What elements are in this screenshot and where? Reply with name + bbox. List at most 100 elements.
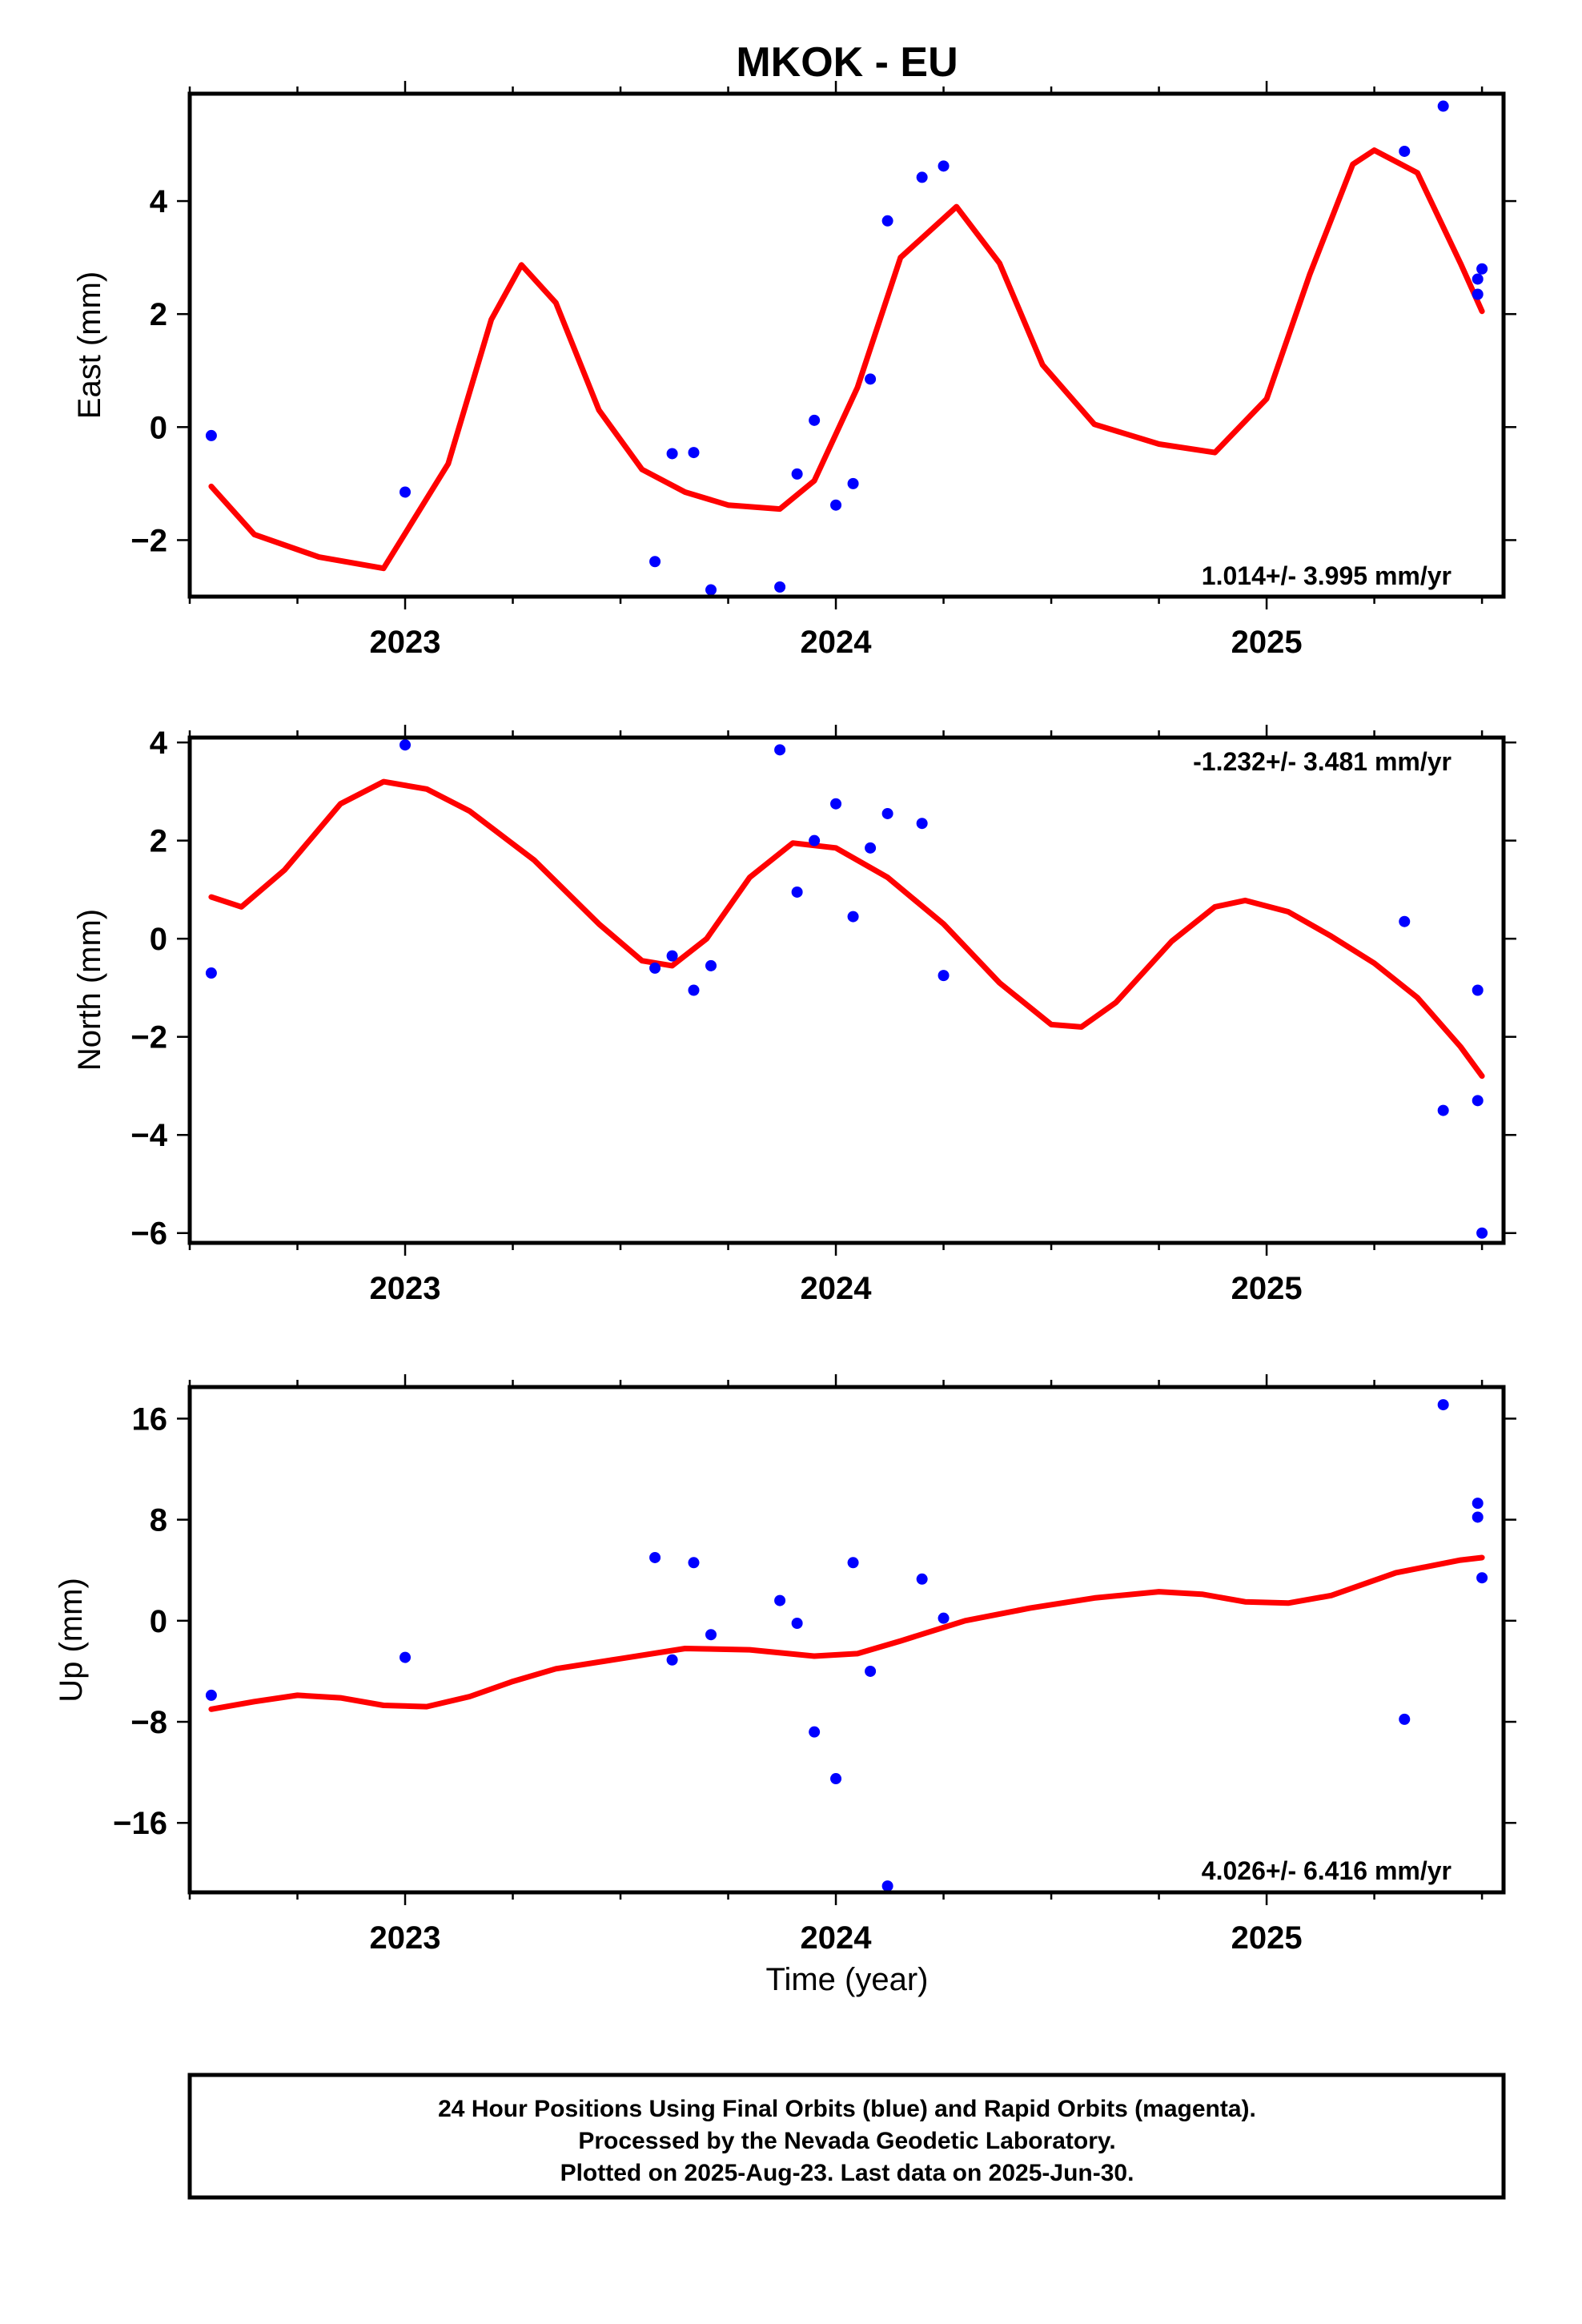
footer-line-3: Plotted on 2025-Aug-23. Last data on 202…	[560, 2160, 1134, 2186]
data-point	[938, 160, 950, 172]
east-y-axis-label: East (mm)	[72, 271, 107, 419]
x-tick-label: 2023	[370, 625, 441, 660]
data-point	[1476, 1572, 1488, 1584]
y-tick-label: 4	[150, 726, 168, 761]
north-y-tick-labels: −6 −4 −2 0 2 4	[130, 726, 167, 1252]
data-point	[791, 1617, 803, 1629]
up-ticks	[177, 1374, 1516, 1905]
east-data-points	[205, 100, 1488, 596]
up-rate-label: 4.026+/- 6.416 mm/yr	[1202, 1856, 1452, 1885]
data-point	[1437, 1104, 1449, 1116]
up-y-axis-label: Up (mm)	[54, 1578, 89, 1703]
data-point	[649, 962, 661, 974]
data-point	[774, 1594, 786, 1606]
data-point	[916, 818, 928, 830]
data-point	[791, 886, 803, 898]
x-tick-label: 2025	[1231, 625, 1303, 660]
data-point	[865, 842, 877, 854]
x-tick-label: 2024	[801, 1271, 873, 1306]
data-point	[649, 1551, 661, 1563]
data-point	[830, 499, 842, 511]
data-point	[881, 215, 893, 227]
y-tick-label: −8	[130, 1705, 167, 1740]
data-point	[666, 1654, 678, 1666]
up-plot-frame	[187, 1385, 1506, 1895]
up-fit-line	[208, 1554, 1485, 1712]
north-rate-label: -1.232+/- 3.481 mm/yr	[1193, 747, 1452, 776]
data-point	[400, 1651, 412, 1663]
x-tick-label: 2023	[370, 1271, 441, 1306]
x-tick-label: 2025	[1231, 1271, 1303, 1306]
y-tick-label: −2	[130, 1020, 167, 1055]
up-data-points	[205, 1399, 1488, 1892]
data-point	[774, 581, 786, 593]
y-tick-label: 16	[132, 1401, 168, 1437]
data-point	[938, 1612, 950, 1624]
chart-title: MKOK - EU	[736, 39, 958, 86]
data-point	[774, 744, 786, 756]
east-plot-frame	[187, 91, 1506, 599]
y-tick-label: 8	[150, 1503, 167, 1538]
data-point	[705, 1629, 717, 1641]
data-point	[688, 1557, 700, 1569]
data-point	[688, 984, 700, 996]
north-fit-line	[208, 778, 1485, 1080]
north-y-axis-label: North (mm)	[72, 909, 107, 1071]
north-x-tick-labels: 2023 2024 2025	[370, 1271, 1303, 1306]
data-point	[205, 429, 217, 441]
x-tick-label: 2024	[801, 1920, 873, 1956]
y-tick-label: 0	[150, 1604, 167, 1639]
north-panel: 2023 2024 2025 −6 −4 −2 0 2 4 North (mm) -1.232…	[72, 725, 1516, 1306]
data-point	[649, 556, 661, 568]
data-point	[809, 1726, 821, 1738]
east-x-tick-labels: 2023 2024 2025	[370, 625, 1303, 660]
y-tick-label: 2	[150, 297, 167, 332]
y-tick-label: −2	[130, 523, 167, 558]
up-panel: 2023 2024 2025 −16 −8 0 8 16 Up (mm) 4.026+/- …	[54, 1374, 1516, 1956]
up-x-tick-labels: 2023 2024 2025	[370, 1920, 1303, 1956]
east-rate-label: 1.014+/- 3.995 mm/yr	[1202, 561, 1452, 590]
data-point	[830, 1773, 842, 1785]
data-point	[791, 468, 803, 480]
data-point	[1437, 1399, 1449, 1411]
footer: 24 Hour Positions Using Final Orbits (bl…	[187, 2073, 1506, 2200]
data-point	[916, 171, 928, 183]
data-point	[666, 950, 678, 962]
footer-line-1: 24 Hour Positions Using Final Orbits (bl…	[438, 2096, 1256, 2122]
data-point	[1476, 1227, 1488, 1239]
data-point	[847, 1557, 859, 1569]
data-point	[847, 477, 859, 489]
data-point	[400, 486, 412, 498]
data-point	[688, 447, 700, 459]
x-tick-label: 2025	[1231, 1920, 1303, 1956]
north-data-points	[205, 739, 1488, 1239]
data-point	[205, 967, 217, 979]
footer-line-2: Processed by the Nevada Geodetic Laborat…	[578, 2128, 1115, 2154]
data-point	[881, 807, 893, 819]
data-point	[1399, 1713, 1411, 1725]
data-point	[1472, 273, 1484, 285]
east-y-tick-labels: −2 0 2 4	[130, 184, 167, 558]
data-point	[916, 1573, 928, 1585]
data-point	[1472, 288, 1484, 300]
x-tick-label: 2024	[801, 625, 873, 660]
data-point	[1472, 1511, 1484, 1523]
y-tick-label: −6	[130, 1216, 167, 1252]
data-point	[865, 1665, 877, 1677]
data-point	[1399, 915, 1411, 927]
data-point	[881, 1880, 893, 1892]
data-point	[809, 414, 821, 426]
data-point	[1472, 1498, 1484, 1510]
data-point	[1437, 100, 1449, 112]
data-point	[938, 970, 950, 982]
data-point	[1472, 984, 1484, 996]
y-tick-label: 2	[150, 824, 167, 859]
y-tick-label: 4	[150, 184, 168, 219]
east-panel: 2023 2024 2025 −2 0 2 4 East (mm) 1.014+/- 3.…	[72, 81, 1516, 660]
data-point	[865, 373, 877, 385]
data-point	[666, 448, 678, 460]
data-point	[847, 911, 859, 923]
x-axis-label: Time (year)	[766, 1962, 929, 1997]
data-point	[830, 798, 842, 810]
data-point	[1476, 263, 1488, 275]
